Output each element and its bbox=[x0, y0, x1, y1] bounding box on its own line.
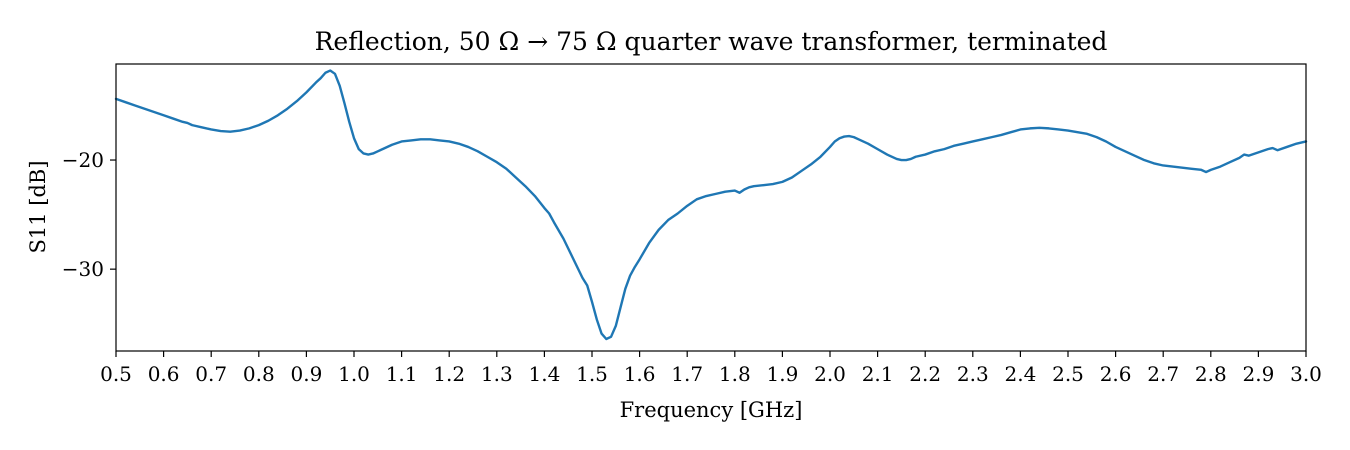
x-tick-label: 2.5 bbox=[1052, 362, 1084, 386]
x-tick-label: 1.4 bbox=[528, 362, 560, 386]
series-layer bbox=[114, 69, 1308, 341]
plot-area-frame bbox=[115, 63, 1307, 352]
x-tick-label: 1.8 bbox=[719, 362, 751, 386]
x-tick-label: 1.1 bbox=[386, 362, 418, 386]
y-tick-label: −30 bbox=[62, 257, 104, 281]
x-tick-label: 3.0 bbox=[1290, 362, 1322, 386]
x-tick-label: 2.1 bbox=[862, 362, 894, 386]
x-tick-label: 1.6 bbox=[624, 362, 656, 386]
x-tick-label: 1.3 bbox=[481, 362, 513, 386]
x-tick-label: 0.7 bbox=[195, 362, 227, 386]
y-axis: −20 −30 bbox=[62, 148, 116, 281]
x-axis: 0.5 0.6 0.7 0.8 0.9 1.0 1.1 1.2 1.3 1.4 1.5 1.6 1.7 1… bbox=[100, 351, 1322, 386]
x-tick-label: 0.9 bbox=[290, 362, 322, 386]
x-tick-label: 2.4 bbox=[1004, 362, 1036, 386]
x-axis-label: Frequency [GHz] bbox=[620, 398, 803, 422]
series-line-0 bbox=[114, 69, 1308, 341]
y-tick-label: −20 bbox=[62, 148, 104, 172]
x-tick-label: 2.6 bbox=[1100, 362, 1132, 386]
x-tick-label: 2.0 bbox=[814, 362, 846, 386]
x-tick-label: 2.3 bbox=[957, 362, 989, 386]
x-tick-label: 1.7 bbox=[671, 362, 703, 386]
chart-title: Reflection, 50 Ω → 75 Ω quarter wave tra… bbox=[315, 27, 1108, 56]
x-tick-label: 0.8 bbox=[243, 362, 275, 386]
x-tick-label: 1.2 bbox=[433, 362, 465, 386]
x-tick-label: 1.5 bbox=[576, 362, 608, 386]
x-tick-label: 0.5 bbox=[100, 362, 132, 386]
x-tick-label: 2.7 bbox=[1147, 362, 1179, 386]
x-tick-label: 0.6 bbox=[148, 362, 180, 386]
x-tick-label: 2.8 bbox=[1195, 362, 1227, 386]
x-tick-label: 1.0 bbox=[338, 362, 370, 386]
x-tick-label: 1.9 bbox=[766, 362, 798, 386]
x-tick-label: 2.9 bbox=[1242, 362, 1274, 386]
x-tick-label: 2.2 bbox=[909, 362, 941, 386]
y-axis-label: S11 [dB] bbox=[26, 160, 50, 253]
